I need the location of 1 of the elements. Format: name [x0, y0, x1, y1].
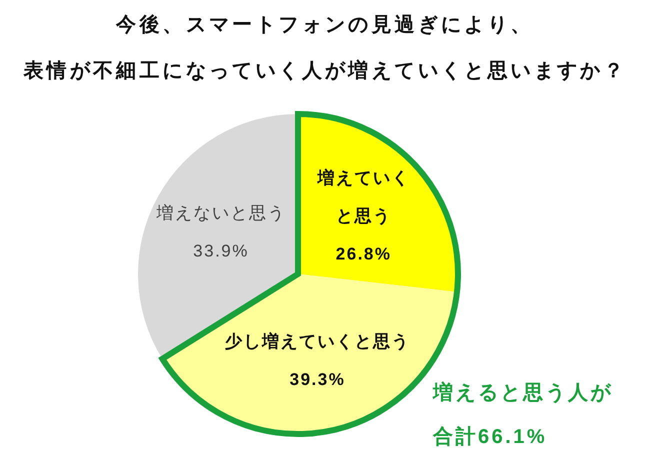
- title: 今後、スマートフォンの見過ぎにより、表情が不細工になっていく人が増えていくと思いますか？: [23, 14, 627, 82]
